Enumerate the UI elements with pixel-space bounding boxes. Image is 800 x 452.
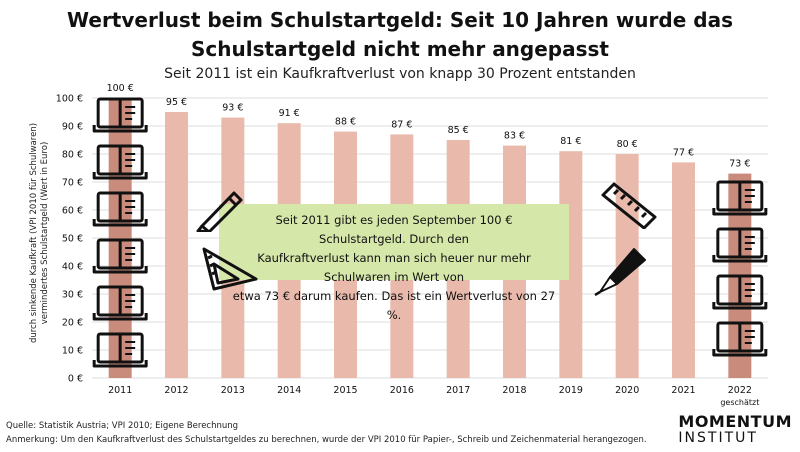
data-label: 73 € (729, 159, 750, 170)
chart-title: Wertverlust beim Schulstartgeld: Seit 10… (0, 6, 800, 64)
callout-line-1: Seit 2011 gibt es jeden September 100 € … (275, 213, 513, 246)
data-label: 77 € (673, 147, 694, 158)
logo-line-1: MOMENTUM (678, 412, 792, 431)
pencil-icon (196, 191, 243, 232)
y-tick-label: 50 € (62, 234, 83, 245)
data-label: 81 € (560, 136, 581, 147)
y-tick-label: 100 € (56, 94, 83, 105)
x-tick-label: 2013 (221, 385, 245, 396)
x-tick-sublabel: geschätzt (720, 398, 759, 407)
title-line-2: Schulstartgeld nicht mehr angepasst (191, 37, 609, 61)
data-label: 95 € (166, 97, 187, 108)
x-tick-label: 2020 (615, 385, 639, 396)
data-label: 80 € (617, 139, 638, 150)
x-tick-label: 2021 (671, 385, 695, 396)
book-icon (712, 274, 768, 310)
book-icon (712, 180, 768, 216)
bar (672, 162, 695, 378)
book-icon (92, 285, 148, 321)
data-label: 83 € (504, 131, 525, 142)
fountain-pen-icon (594, 248, 646, 296)
set-square-icon (202, 247, 258, 291)
x-tick-label: 2012 (164, 385, 188, 396)
book-icon (92, 191, 148, 227)
x-tick-label: 2016 (390, 385, 414, 396)
data-label: 87 € (391, 119, 412, 130)
x-tick-label: 2011 (108, 385, 132, 396)
y-tick-label: 80 € (62, 150, 83, 161)
source-note: Quelle: Statistik Austria; VPI 2010; Eig… (6, 421, 239, 431)
methodology-note: Anmerkung: Um den Kaufkraftverlust des S… (6, 435, 647, 445)
y-tick-label: 10 € (62, 346, 83, 357)
x-tick-label: 2014 (277, 385, 301, 396)
book-icon (92, 332, 148, 368)
data-label: 85 € (448, 125, 469, 136)
data-label: 91 € (279, 108, 300, 119)
book-icon (92, 238, 148, 274)
y-tick-label: 70 € (62, 178, 83, 189)
data-label: 88 € (335, 117, 356, 128)
momentum-institut-logo: MOMENTUM INSTITUT (678, 412, 792, 447)
title-line-1: Wertverlust beim Schulstartgeld: Seit 10… (67, 8, 733, 32)
bar (165, 112, 188, 378)
x-tick-label: 2018 (502, 385, 526, 396)
x-tick-label: 2019 (559, 385, 583, 396)
y-tick-label: 30 € (62, 290, 83, 301)
x-tick-label: 2017 (446, 385, 470, 396)
logo-line-2: INSTITUT (678, 430, 758, 446)
chart-subtitle: Seit 2011 ist ein Kaufkraftverlust von k… (164, 66, 636, 82)
y-tick-label: 90 € (62, 122, 83, 133)
y-tick-label: 60 € (62, 206, 83, 217)
book-icon (712, 227, 768, 263)
book-icon (92, 144, 148, 180)
callout-line-2: Kaufkraftverlust kann man sich heuer nur… (257, 251, 531, 284)
info-callout: Seit 2011 gibt es jeden September 100 € … (219, 204, 569, 322)
ruler-icon (601, 182, 657, 229)
y-tick-label: 0 € (68, 374, 83, 385)
x-tick-label: 2015 (333, 385, 357, 396)
callout-line-3: etwa 73 € darum kaufen. Das ist ein Wert… (232, 289, 556, 322)
data-label: 100 € (107, 83, 134, 94)
book-icon (92, 97, 148, 133)
book-icon (712, 321, 768, 357)
y-tick-label: 20 € (62, 318, 83, 329)
y-tick-label: 40 € (62, 262, 83, 273)
data-label: 93 € (222, 103, 243, 114)
x-tick-label: 2022 (728, 385, 752, 396)
